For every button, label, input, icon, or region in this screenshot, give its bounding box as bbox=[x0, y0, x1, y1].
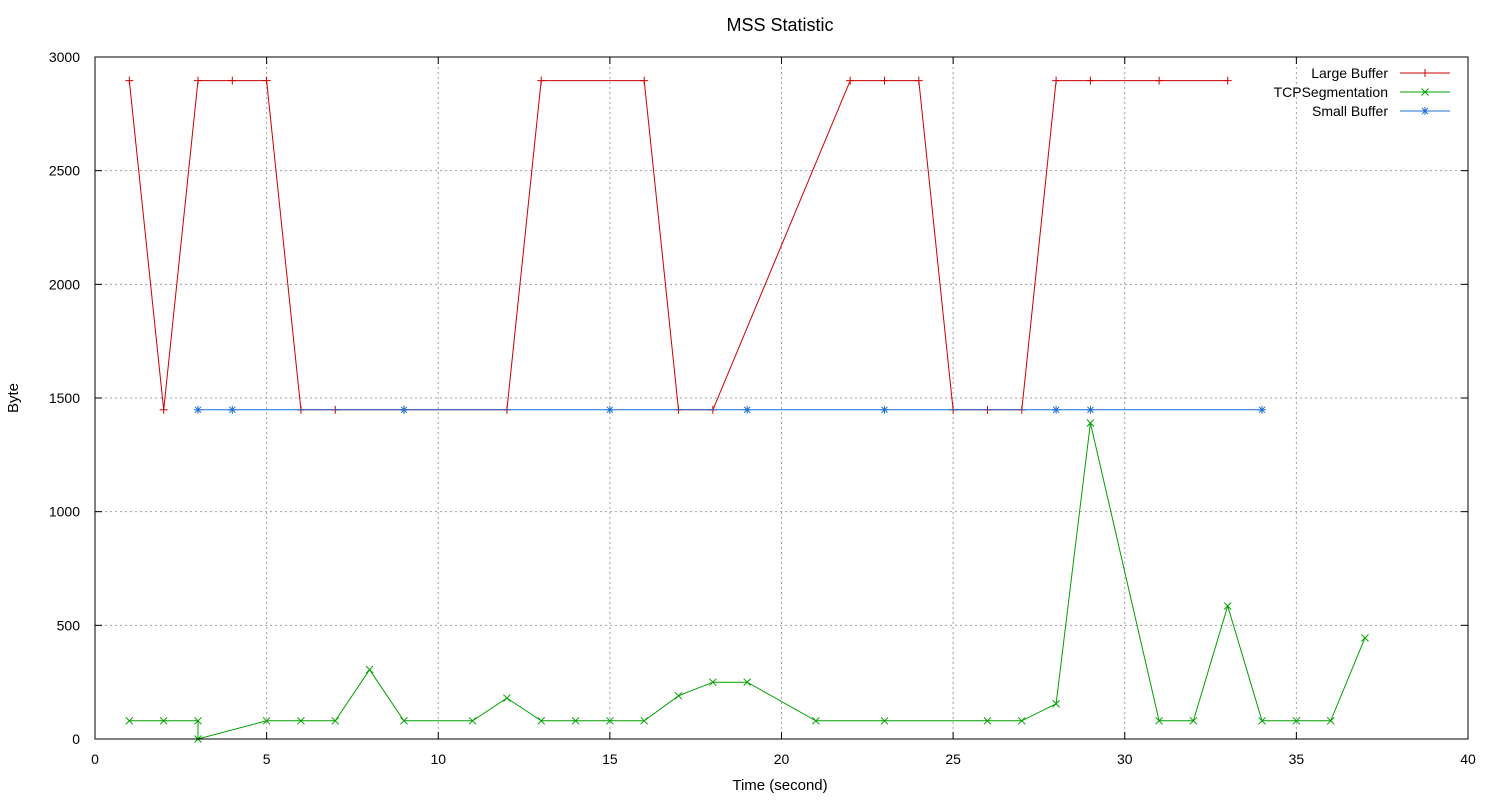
chart-title: MSS Statistic bbox=[726, 15, 833, 35]
data-point bbox=[1258, 405, 1267, 414]
legend-marker bbox=[1421, 107, 1429, 115]
data-point bbox=[640, 716, 649, 725]
data-point bbox=[708, 678, 717, 687]
data-point bbox=[1086, 419, 1095, 427]
x-tick-label: 40 bbox=[1460, 751, 1476, 767]
y-tick-label: 2000 bbox=[49, 276, 80, 292]
data-point bbox=[1155, 716, 1163, 725]
y-axis-title: Byte bbox=[5, 383, 22, 413]
x-tick-label: 15 bbox=[602, 751, 618, 767]
data-point bbox=[1052, 699, 1060, 708]
data-point bbox=[1326, 716, 1335, 725]
data-point bbox=[468, 716, 477, 725]
data-point bbox=[1052, 405, 1061, 414]
data-point bbox=[606, 716, 614, 725]
y-tick-label: 500 bbox=[57, 617, 81, 633]
y-tick-label: 3000 bbox=[49, 49, 80, 65]
legend-item: Large Buffer bbox=[1311, 65, 1450, 81]
data-point bbox=[194, 716, 202, 725]
data-point bbox=[571, 716, 580, 725]
y-tick-label: 0 bbox=[72, 731, 80, 747]
legend-marker bbox=[1421, 88, 1429, 96]
x-tick-label: 30 bbox=[1117, 751, 1133, 767]
x-tick-label: 5 bbox=[263, 751, 271, 767]
data-point bbox=[743, 678, 752, 687]
data-point bbox=[193, 76, 202, 85]
legend-label: TCPSegmentation bbox=[1274, 84, 1388, 100]
data-point bbox=[914, 76, 923, 85]
data-point bbox=[262, 76, 271, 85]
data-point bbox=[880, 76, 889, 85]
data-point bbox=[1292, 716, 1301, 725]
x-tick-label: 20 bbox=[774, 751, 790, 767]
data-point bbox=[605, 405, 614, 414]
data-point bbox=[1189, 716, 1198, 725]
data-point bbox=[228, 76, 237, 85]
data-point bbox=[503, 694, 511, 702]
data-point bbox=[640, 76, 649, 85]
data-point bbox=[537, 76, 546, 85]
data-point bbox=[228, 405, 237, 414]
data-point bbox=[537, 716, 546, 725]
series-group bbox=[125, 76, 1369, 743]
data-point bbox=[1017, 716, 1026, 725]
legend-marker bbox=[1421, 69, 1429, 77]
data-point bbox=[1052, 76, 1061, 85]
data-point bbox=[880, 716, 889, 725]
data-point bbox=[674, 691, 683, 700]
series-small-buffer bbox=[193, 405, 1267, 414]
data-point bbox=[880, 405, 889, 414]
data-point bbox=[125, 76, 134, 85]
y-tick-label: 1000 bbox=[49, 504, 80, 520]
legend-label: Large Buffer bbox=[1311, 65, 1388, 81]
data-point bbox=[983, 716, 992, 725]
data-point bbox=[365, 665, 374, 674]
series-tcpsegmentation bbox=[125, 419, 1369, 743]
data-point bbox=[125, 716, 134, 725]
data-point bbox=[1086, 76, 1095, 85]
legend: Large Buffer TCPSegmentation Small Buffer bbox=[1274, 65, 1450, 119]
data-point bbox=[1361, 633, 1369, 642]
data-point bbox=[159, 405, 168, 414]
data-point bbox=[811, 716, 820, 725]
data-point bbox=[1223, 76, 1232, 85]
x-tick-label: 35 bbox=[1289, 751, 1305, 767]
data-point bbox=[399, 405, 408, 414]
grid bbox=[95, 57, 1468, 739]
axis-ticks: 0 5 10 15 20 25 30 35 40 0 500 1000 1500 2000 2500 3000 bbox=[49, 49, 1476, 767]
x-tick-label: 25 bbox=[945, 751, 961, 767]
legend-label: Small Buffer bbox=[1312, 103, 1388, 119]
data-point bbox=[1223, 602, 1232, 610]
data-point bbox=[1086, 405, 1095, 414]
legend-item: TCPSegmentation bbox=[1274, 84, 1450, 100]
data-point bbox=[400, 716, 408, 725]
x-tick-label: 0 bbox=[91, 751, 99, 767]
data-point bbox=[743, 405, 752, 414]
data-point bbox=[262, 716, 271, 725]
data-point bbox=[846, 76, 855, 85]
data-point bbox=[1155, 76, 1164, 85]
legend-item: Small Buffer bbox=[1312, 103, 1450, 119]
data-point bbox=[193, 405, 202, 414]
x-tick-label: 10 bbox=[430, 751, 446, 767]
y-tick-label: 1500 bbox=[49, 390, 80, 406]
data-point bbox=[1258, 716, 1266, 725]
y-tick-label: 2500 bbox=[49, 163, 80, 179]
data-point bbox=[297, 716, 305, 725]
data-point bbox=[159, 716, 168, 725]
x-axis-title: Time (second) bbox=[732, 777, 827, 794]
data-point bbox=[331, 716, 340, 725]
